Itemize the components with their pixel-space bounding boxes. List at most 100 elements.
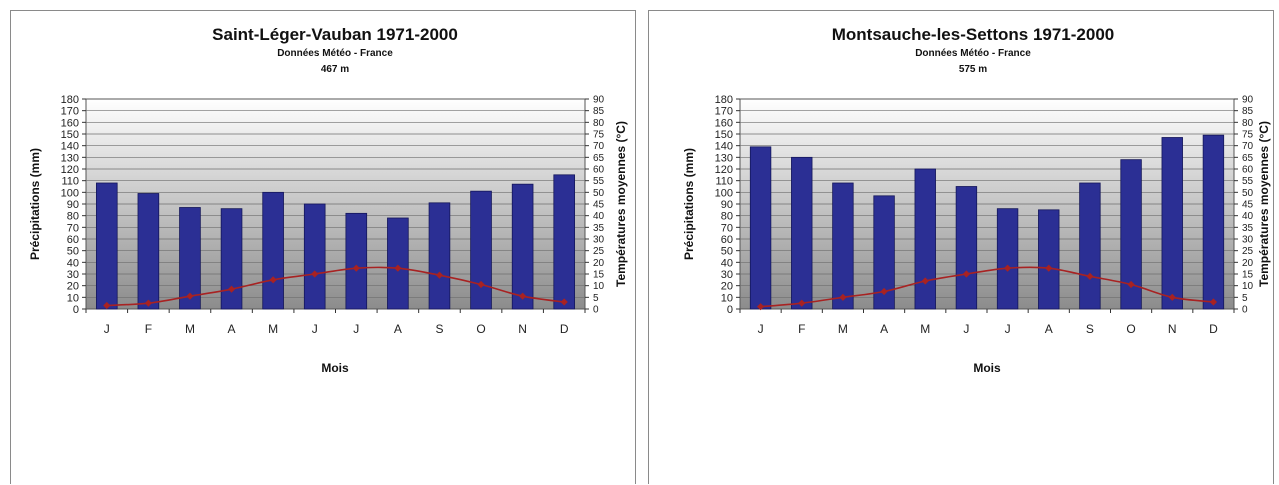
y-tick-label: 150 — [61, 129, 79, 141]
y2-tick-label: 50 — [1242, 188, 1254, 199]
y-tick-label: 40 — [67, 257, 79, 269]
precipitation-bar — [791, 156, 813, 310]
precipitation-bar — [1202, 134, 1225, 310]
y2-tick-label: 10 — [593, 281, 605, 292]
temperature-point — [103, 301, 111, 310]
y2-tick-label: 55 — [1242, 176, 1254, 187]
y-tick-label: 70 — [721, 222, 733, 234]
y2-tick-label: 30 — [593, 235, 605, 246]
y-tick-label: 110 — [61, 176, 79, 188]
precipitation-bar — [1079, 182, 1101, 310]
month-label: O — [1126, 322, 1135, 336]
x-axis-title: Mois — [321, 361, 349, 375]
precipitation-bar — [832, 182, 854, 310]
climate-chart-montsauche: Montsauche-les-Settons 1971-2000 Données… — [648, 10, 1274, 484]
month-label: A — [1045, 322, 1053, 336]
month-label: J — [758, 322, 764, 336]
precipitation-bar — [1038, 209, 1060, 310]
y2-tick-label: 45 — [1242, 200, 1254, 211]
y2-tick-label: 0 — [593, 305, 599, 316]
y2-tick-label: 25 — [1242, 246, 1254, 257]
y2-tick-label: 40 — [593, 211, 605, 222]
y2-tick-label: 25 — [593, 246, 605, 257]
y-tick-label: 100 — [715, 187, 733, 199]
y-tick-label: 10 — [67, 292, 79, 304]
temperature-point — [269, 276, 277, 284]
y2-tick-label: 85 — [1242, 106, 1254, 117]
y2-tick-label: 70 — [593, 141, 605, 152]
y-tick-label: 150 — [715, 129, 733, 141]
month-label: M — [185, 322, 195, 336]
y-tick-label: 120 — [715, 164, 733, 176]
month-label: A — [394, 322, 402, 336]
y-tick-label: 120 — [61, 164, 79, 176]
precipitation-bar — [749, 146, 772, 310]
y2-tick-label: 30 — [1242, 235, 1254, 246]
gridlines — [86, 110, 585, 298]
temperature-point — [519, 292, 527, 300]
temperature-point — [144, 299, 152, 307]
y2-tick-label: 20 — [593, 258, 605, 269]
y2-tick-label: 55 — [593, 176, 605, 187]
y-tick-label: 130 — [715, 152, 733, 164]
y2-tick-label: 40 — [1242, 211, 1254, 222]
y-tick-label: 0 — [727, 304, 733, 316]
precipitation-bar — [137, 193, 160, 310]
chart-title: Saint-Léger-Vauban 1971-2000 — [212, 25, 458, 44]
temperature-point — [560, 298, 568, 306]
y2-tick-label: 80 — [593, 118, 605, 129]
y-tick-label: 60 — [67, 234, 79, 246]
precipitation-bar — [553, 174, 576, 310]
chart-subtitle: Données Météo - France — [915, 48, 1031, 59]
y2-tick-label: 65 — [593, 153, 605, 164]
temperature-curve — [760, 266, 1214, 308]
y2-tick-label: 15 — [593, 270, 605, 281]
y2-tick-label: 0 — [1242, 305, 1248, 316]
y2-axis-title: Températures moyennes (°C) — [614, 121, 628, 287]
y-tick-label: 90 — [721, 199, 733, 211]
precipitation-bars — [95, 174, 576, 310]
precipitation-bar — [345, 212, 368, 310]
month-label: F — [145, 322, 152, 336]
month-label: M — [268, 322, 278, 336]
y2-axis-title: Températures moyennes (°C) — [1257, 121, 1271, 287]
y-tick-label: 20 — [721, 281, 733, 293]
left-axis-ticks: 0102030405060708090100110120130140150160… — [715, 94, 740, 316]
month-label: A — [228, 322, 236, 336]
precipitation-bar — [262, 191, 284, 310]
y-tick-label: 180 — [61, 94, 79, 106]
y-tick-label: 170 — [715, 106, 733, 118]
temperature-point — [1127, 280, 1135, 289]
y2-tick-label: 70 — [1242, 141, 1254, 152]
y-tick-label: 140 — [715, 141, 733, 153]
y2-tick-label: 60 — [593, 165, 605, 176]
chart-title: Montsauche-les-Settons 1971-2000 — [832, 25, 1115, 44]
y-tick-label: 170 — [61, 106, 79, 118]
month-label: N — [518, 322, 527, 336]
y2-tick-label: 35 — [1242, 223, 1254, 234]
y-tick-label: 30 — [67, 269, 79, 281]
temperature-point — [921, 277, 929, 285]
y2-tick-label: 45 — [593, 200, 605, 211]
precipitation-bar — [1161, 137, 1183, 310]
precipitation-bar — [428, 202, 451, 310]
precipitation-bar — [873, 195, 895, 310]
temperature-point — [352, 264, 360, 272]
precipitation-bar — [511, 183, 534, 310]
y-tick-label: 140 — [61, 141, 79, 153]
y-tick-label: 10 — [721, 292, 733, 304]
precipitation-bar — [303, 203, 326, 310]
month-label: J — [104, 322, 110, 336]
y-tick-label: 50 — [721, 246, 733, 258]
temperature-point — [1086, 272, 1094, 280]
y2-tick-label: 50 — [593, 188, 605, 199]
y2-tick-label: 65 — [1242, 153, 1254, 164]
temperature-point — [477, 280, 485, 289]
y-tick-label: 20 — [67, 281, 79, 293]
precipitation-bar — [914, 168, 936, 310]
y-axis-title: Précipitations (mm) — [682, 148, 696, 260]
temperature-point — [962, 270, 971, 278]
month-label: O — [476, 322, 485, 336]
temperature-point — [186, 292, 194, 300]
